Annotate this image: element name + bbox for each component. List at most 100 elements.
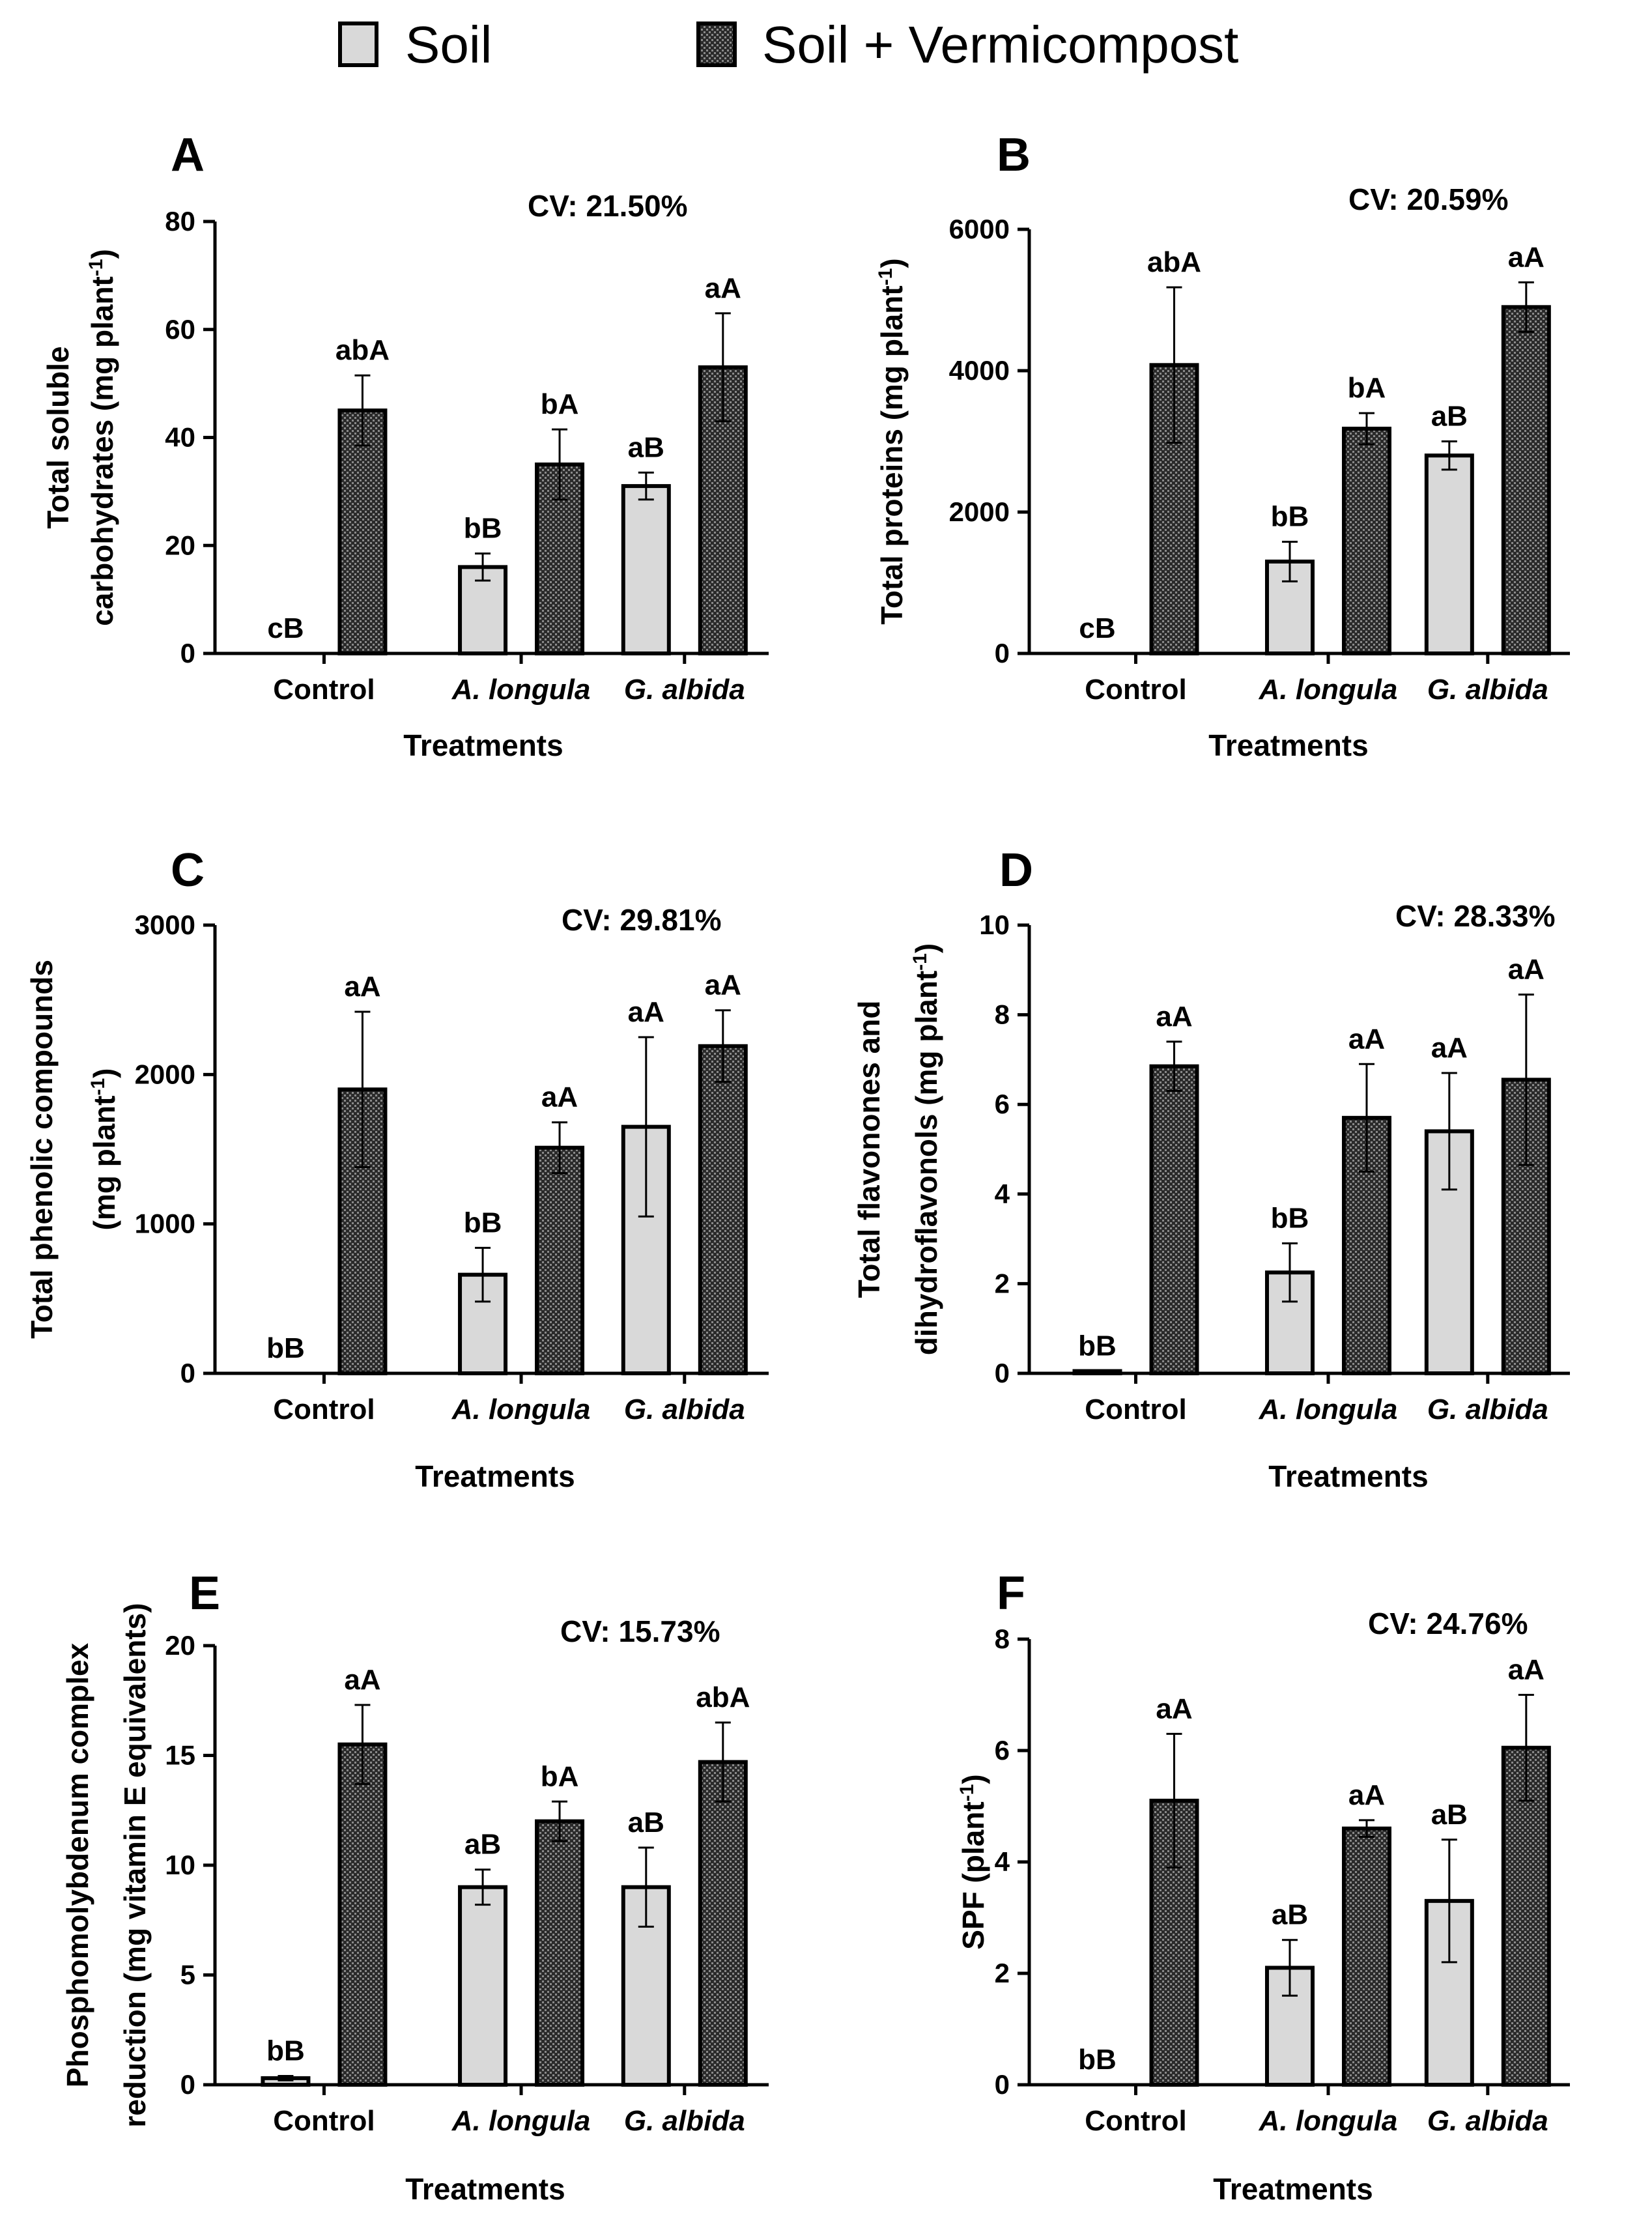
panel-d-ytick-label: 8 [995, 999, 1010, 1030]
panel-b-sig-label: bB [1271, 501, 1309, 533]
panel-a-cv: CV: 21.50% [528, 189, 687, 223]
panel-c: C CV: 29.81% 0 1000 2000 3000 Control bB aA A. lo… [25, 844, 769, 1493]
panel-c-bar-vermicompost [698, 1044, 748, 1375]
panel-f-sig-label: aA [1348, 1779, 1385, 1811]
panel-b-ytick-label: 4000 [949, 355, 1010, 386]
panel-f-cv: CV: 24.76% [1368, 1607, 1528, 1640]
panel-e-bar-vermicompost [535, 1819, 585, 2087]
panel-f-category-label: Control [1085, 2105, 1186, 2137]
panel-a-sig-label: abA [335, 334, 390, 366]
panel-e-bar-soil [458, 1885, 508, 2087]
panel-d-category-label: A. longula [1259, 1394, 1398, 1425]
panel-d-ytick-label: 2 [995, 1268, 1010, 1298]
panel-f-bar-vermicompost [1341, 1826, 1391, 2087]
panel-b-letter: B [997, 129, 1031, 181]
panel-f-bar-soil [1424, 1898, 1474, 2087]
panel-c-category-label: A. longula [451, 1394, 591, 1425]
panel-d-sig-label: bB [1271, 1202, 1309, 1234]
panel-d-category-label: G. albida [1427, 1394, 1548, 1425]
panel-d-ytick-label: 4 [995, 1179, 1010, 1209]
legend: Soil Soil + Vermicompost [338, 16, 1238, 74]
panel-e-sig-label: bB [266, 2035, 305, 2067]
panel-e-sig-label: aA [344, 1664, 380, 1696]
panel-a-xlabel: Treatments [403, 728, 563, 762]
panel-b-category-label: Control [1085, 674, 1186, 706]
panel-f: F CV: 24.76% 0 2 4 6 8 Control bB aA A. longula aB a… [956, 1567, 1570, 2206]
panel-b-bar-vermicompost [1341, 426, 1391, 655]
panel-c-sig-label: aA [705, 969, 741, 1001]
panel-e-category-label: Control [273, 2105, 375, 2137]
panel-d: D CV: 28.33% 0 2 4 6 8 10 Control bB aA A. longula b… [852, 844, 1570, 1493]
panel-d-ytick-label: 10 [979, 909, 1010, 940]
legend-label-soil-vermicompost: Soil + Vermicompost [762, 16, 1238, 74]
panel-b-xlabel: Treatments [1208, 728, 1368, 762]
panel-c-xlabel: Treatments [415, 1459, 575, 1493]
panel-a-ytick-label: 80 [165, 206, 195, 236]
panel-a-ytick-label: 20 [165, 530, 195, 560]
panel-e-category-label: A. longula [451, 2105, 591, 2137]
panel-a-category-label: Control [273, 674, 375, 706]
panel-a-sig-label: bA [541, 388, 579, 420]
panel-c-cv: CV: 29.81% [562, 903, 721, 937]
panel-a-sig-label: aB [628, 431, 664, 463]
panel-d-sig-label: bB [1078, 1330, 1117, 1362]
panel-c-sig-label: aA [541, 1081, 578, 1113]
panel-d-letter: D [999, 844, 1033, 896]
panel-b-sig-label: aB [1431, 401, 1468, 433]
panel-d-sig-label: aA [1431, 1032, 1468, 1064]
legend-label-soil: Soil [405, 16, 492, 74]
panel-f-sig-label: aB [1272, 1899, 1308, 1931]
panel-c-ytick-label: 1000 [135, 1209, 195, 1239]
legend-swatch-soil [338, 21, 378, 67]
panel-a-ytick-label: 0 [180, 638, 195, 668]
panel-e-category-label: G. albida [624, 2105, 745, 2137]
panel-c-ytick-label: 0 [180, 1358, 195, 1388]
panel-d-sig-label: aA [1348, 1023, 1385, 1055]
panel-f-ytick-label: 0 [995, 2069, 1010, 2100]
panel-b-ylabel: Total proteins (mg plant-1) [875, 258, 909, 624]
panel-f-ytick-label: 2 [995, 1958, 1010, 1988]
legend-swatch-soil-vermicompost [696, 21, 737, 67]
panel-c-category-label: Control [273, 1394, 375, 1425]
panel-e-ytick-label: 5 [180, 1960, 195, 1990]
panel-f-category-label: G. albida [1427, 2105, 1548, 2137]
panel-f-sig-label: aA [1156, 1693, 1192, 1724]
panel-c-category-label: G. albida [624, 1394, 745, 1425]
panel-d-bar-soil [1072, 1369, 1122, 1376]
panel-c-sig-label: bB [464, 1207, 502, 1238]
panel-b-ytick-label: 2000 [949, 496, 1010, 527]
panel-e-ytick-label: 10 [165, 1850, 195, 1880]
panel-d-ylabel: Total flavonones and [852, 1001, 886, 1298]
panel-c-sig-label: aA [628, 996, 664, 1028]
panel-d-xlabel: Treatments [1268, 1459, 1428, 1493]
panel-f-sig-label: aB [1431, 1799, 1468, 1831]
panel-a-bar-vermicompost [698, 365, 748, 655]
panel-b-bar-vermicompost [1501, 305, 1551, 656]
panel-b: B CV: 20.59% 0 2000 4000 6000 Control cB abA A. l… [875, 129, 1570, 762]
panel-e-bar-vermicompost [337, 1742, 388, 2087]
panel-e-letter: E [189, 1567, 220, 1620]
panel-a-bar-vermicompost [337, 408, 388, 655]
panel-f-xlabel: Treatments [1213, 2172, 1373, 2206]
panel-a-ylabel: carbohydrates (mg plant-1) [85, 249, 120, 626]
panel-d-bar-vermicompost [1149, 1064, 1199, 1375]
panel-a-sig-label: aA [705, 272, 741, 304]
panel-e-ytick-label: 15 [165, 1740, 195, 1771]
panel-e-ylabel: reduction (mg vitamin E equivalents) [118, 1603, 152, 2127]
panel-e: E CV: 15.73% 0 5 10 15 20 Control bB aA A. longula… [61, 1567, 769, 2206]
panel-b-bar-soil [1424, 453, 1474, 655]
panel-a-ytick-label: 60 [165, 314, 195, 345]
panel-a-category-label: G. albida [624, 674, 745, 706]
panel-e-sig-label: abA [696, 1681, 750, 1713]
panel-b-cv: CV: 20.59% [1348, 182, 1508, 216]
panel-f-bar-vermicompost [1501, 1745, 1551, 2087]
panel-a-sig-label: cB [267, 612, 304, 644]
panel-f-ylabel: SPF (plant-1) [956, 1774, 991, 1949]
panel-c-ylabel: (mg plant-1) [87, 1068, 122, 1231]
panel-b-category-label: A. longula [1259, 674, 1398, 706]
panel-f-category-label: A. longula [1259, 2105, 1398, 2137]
panel-a-ytick-label: 40 [165, 422, 195, 453]
panel-d-ytick-label: 0 [995, 1358, 1010, 1388]
panel-a-letter: A [171, 129, 205, 181]
panel-b-ytick-label: 0 [995, 638, 1010, 668]
